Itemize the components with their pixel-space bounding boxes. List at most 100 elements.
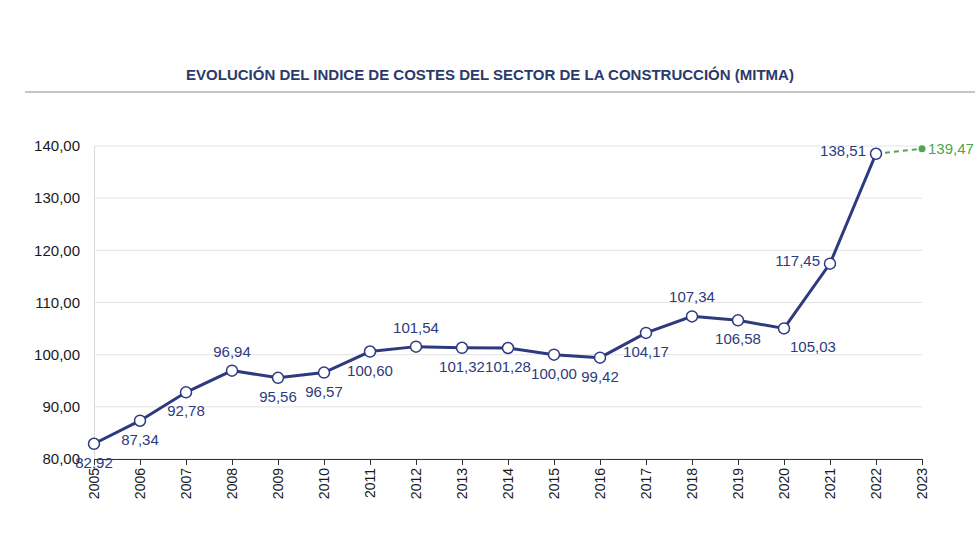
x-tick: 2009 [270,459,286,499]
x-tick-mark [232,459,233,465]
x-tick: 2008 [224,459,240,499]
x-tick-label: 2007 [178,468,194,499]
x-tick: 2017 [638,459,654,499]
x-tick-mark [370,459,371,465]
data-label: 82,92 [75,454,113,471]
data-label: 105,03 [790,338,836,355]
x-tick-label: 2022 [868,468,884,499]
y-tick: 120,00 [34,242,94,259]
y-tick: 90,00 [42,398,94,415]
x-tick-mark [140,459,141,465]
x-tick-label: 2012 [408,468,424,499]
x-tick: 2014 [500,459,516,499]
series-marker [825,258,836,269]
y-tick-label: 130,00 [34,189,80,206]
grid [94,146,922,459]
series-line [876,149,922,154]
x-tick: 2022 [868,459,884,499]
series-marker [89,438,100,449]
x-tick-mark [876,459,877,465]
x-tick-label: 2017 [638,468,654,499]
x-tick-mark [462,459,463,465]
data-label: 101,28 [485,358,531,375]
y-axis-line [94,147,95,460]
x-tick-label: 2020 [776,468,792,499]
x-tick-mark [922,459,923,465]
x-tick-label: 2006 [132,468,148,499]
x-tick: 2011 [362,459,378,498]
chart-title: EVOLUCIÓN DEL INDICE DE COSTES DEL SECTO… [186,66,794,83]
x-tick-label: 2005 [86,468,102,499]
series-line [94,154,876,444]
series-marker [503,342,514,353]
x-tick-label: 2019 [730,468,746,499]
series-marker [273,372,284,383]
grid-line [94,406,922,407]
x-tick-label: 2010 [316,468,332,499]
series-marker [871,148,882,159]
series-marker [687,311,698,322]
y-tick-label: 140,00 [34,137,80,154]
x-axis: 2005 2006 2007 2008 2009 2010 2011 2012 2013 2014… [86,459,930,499]
data-label: 101,54 [393,319,439,336]
x-tick-label: 2021 [822,468,838,499]
x-tick: 2020 [776,459,792,499]
x-tick-mark [508,459,509,465]
x-tick: 2018 [684,459,700,499]
data-label: 100,00 [531,365,577,382]
data-label: 101,32 [439,358,485,375]
x-tick: 2010 [316,459,332,499]
x-tick-mark [324,459,325,465]
data-label: 92,78 [167,402,205,419]
x-tick: 2013 [454,459,470,499]
series-marker [135,415,146,426]
data-label: 96,94 [213,343,251,360]
series-marker [549,349,560,360]
x-tick-label: 2009 [270,468,286,499]
x-tick-mark [738,459,739,465]
x-tick-mark [186,459,187,465]
y-tick-label: 120,00 [34,242,80,259]
data-label: 100,60 [347,362,393,379]
x-tick-mark [784,459,785,465]
data-label: 96,57 [305,383,343,400]
x-tick-label: 2008 [224,468,240,499]
x-tick-mark [554,459,555,465]
y-tick-label: 100,00 [34,346,80,363]
title-rule [25,92,975,93]
data-label: 106,58 [715,330,761,347]
series-marker [319,367,330,378]
series-marker [641,327,652,338]
data-label: 99,42 [581,368,619,385]
x-tick-mark [830,459,831,465]
x-tick: 2019 [730,459,746,499]
data-label: 104,17 [623,343,669,360]
data-label: 95,56 [259,388,297,405]
x-tick-mark [692,459,693,465]
data-label: 107,34 [669,288,715,305]
x-tick-label: 2015 [546,468,562,499]
plot-area [89,145,926,449]
x-tick: 2016 [592,459,608,499]
data-label: 87,34 [121,431,159,448]
y-tick-label: 110,00 [35,294,80,311]
data-label: 138,51 [820,142,866,159]
y-tick: 140,00 [34,137,94,154]
data-labels: 82,92 87,34 92,78 96,94 95,56 96,57100,60 101,… [75,140,974,471]
x-tick-label: 2023 [914,468,930,499]
x-tick-mark [416,459,417,465]
x-tick-label: 2013 [454,468,470,499]
x-tick-label: 2011 [362,468,378,498]
data-label: 139,47 [928,140,974,157]
x-tick: 2012 [408,459,424,499]
grid-line [94,146,922,147]
data-label: 117,45 [775,252,820,269]
series-marker [227,365,238,376]
series-marker [733,315,744,326]
y-tick: 130,00 [34,189,94,206]
y-tick: 110,00 [35,294,94,311]
x-tick: 2006 [132,459,148,499]
x-tick-label: 2018 [684,468,700,499]
x-tick-label: 2014 [500,468,516,499]
series-marker [181,387,192,398]
